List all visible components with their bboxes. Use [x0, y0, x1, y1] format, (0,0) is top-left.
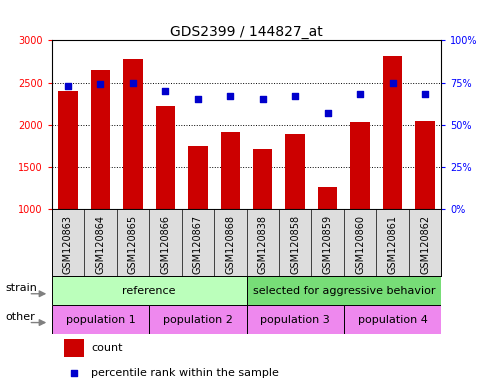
Point	[421, 91, 429, 98]
Bar	[246, 276, 441, 305]
Text: population 3: population 3	[260, 314, 330, 325]
Point	[64, 83, 72, 89]
Bar	[253, 149, 273, 209]
Text: GSM120861: GSM120861	[387, 215, 397, 274]
Text: GSM120859: GSM120859	[322, 215, 333, 274]
Point	[388, 79, 396, 86]
Text: population 2: population 2	[163, 314, 233, 325]
Bar	[58, 91, 78, 209]
Bar	[64, 339, 84, 356]
Point	[194, 96, 202, 103]
Bar	[220, 132, 240, 209]
Text: population 1: population 1	[66, 314, 135, 325]
Point	[161, 88, 169, 94]
Text: reference: reference	[122, 286, 176, 296]
Point	[324, 110, 332, 116]
Point	[129, 79, 137, 86]
Bar	[156, 106, 175, 209]
Text: GSM120858: GSM120858	[290, 215, 300, 274]
Text: selected for aggressive behavior: selected for aggressive behavior	[252, 286, 435, 296]
Text: GSM120838: GSM120838	[258, 215, 268, 274]
Point	[291, 93, 299, 99]
Bar	[415, 121, 435, 209]
Bar	[285, 134, 305, 209]
Bar	[91, 70, 110, 209]
Bar	[123, 59, 142, 209]
Title: GDS2399 / 144827_at: GDS2399 / 144827_at	[170, 25, 323, 39]
Bar	[383, 56, 402, 209]
Bar	[188, 146, 208, 209]
Text: GSM120864: GSM120864	[96, 215, 106, 274]
Text: percentile rank within the sample: percentile rank within the sample	[91, 368, 279, 378]
Point	[259, 96, 267, 103]
Point	[356, 91, 364, 98]
Text: GSM120868: GSM120868	[225, 215, 235, 274]
Text: GSM120867: GSM120867	[193, 215, 203, 274]
Text: other: other	[5, 312, 35, 322]
Bar	[52, 276, 246, 305]
Text: GSM120860: GSM120860	[355, 215, 365, 274]
Bar	[246, 305, 344, 334]
Point	[226, 93, 234, 99]
Text: GSM120866: GSM120866	[160, 215, 171, 274]
Bar	[318, 187, 337, 209]
Text: strain: strain	[5, 283, 37, 293]
Bar	[351, 122, 370, 209]
Text: GSM120863: GSM120863	[63, 215, 73, 274]
Point	[97, 81, 105, 87]
Bar	[344, 305, 441, 334]
Text: GSM120865: GSM120865	[128, 215, 138, 274]
Bar	[52, 305, 149, 334]
Bar	[149, 305, 246, 334]
Text: population 4: population 4	[357, 314, 427, 325]
Text: count: count	[91, 343, 123, 353]
Text: GSM120862: GSM120862	[420, 215, 430, 274]
Point	[70, 370, 78, 376]
